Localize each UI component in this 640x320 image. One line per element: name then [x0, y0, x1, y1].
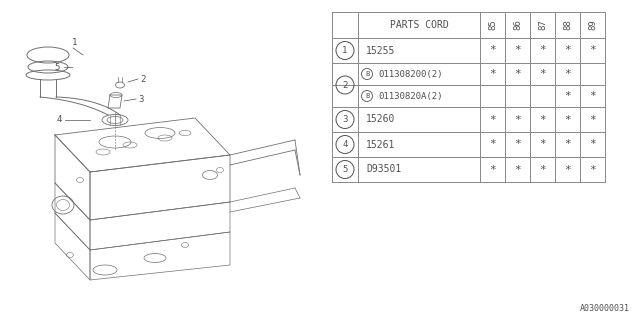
- Text: 5: 5: [54, 62, 60, 71]
- Text: 89: 89: [588, 20, 597, 30]
- Text: 4: 4: [56, 116, 62, 124]
- Text: *: *: [564, 69, 571, 79]
- Text: *: *: [564, 91, 571, 101]
- Text: *: *: [514, 45, 521, 55]
- Text: *: *: [589, 115, 596, 124]
- Text: D93501: D93501: [366, 164, 401, 174]
- Text: 15255: 15255: [366, 45, 396, 55]
- Text: B: B: [365, 71, 369, 77]
- Text: *: *: [489, 69, 496, 79]
- Text: *: *: [564, 45, 571, 55]
- Text: 5: 5: [342, 165, 348, 174]
- Text: *: *: [564, 115, 571, 124]
- Text: 1: 1: [72, 38, 77, 47]
- Text: *: *: [589, 45, 596, 55]
- Text: *: *: [564, 140, 571, 149]
- Text: 87: 87: [538, 20, 547, 30]
- Text: 4: 4: [342, 140, 348, 149]
- Text: *: *: [539, 140, 546, 149]
- Text: *: *: [514, 115, 521, 124]
- Text: A030000031: A030000031: [580, 304, 630, 313]
- Text: *: *: [514, 140, 521, 149]
- Text: 3: 3: [138, 94, 143, 103]
- Text: *: *: [589, 91, 596, 101]
- Text: 011308200(2): 011308200(2): [378, 69, 442, 78]
- Text: 15261: 15261: [366, 140, 396, 149]
- Text: *: *: [539, 69, 546, 79]
- Text: 3: 3: [342, 115, 348, 124]
- Text: 15260: 15260: [366, 115, 396, 124]
- Text: *: *: [564, 164, 571, 174]
- Text: *: *: [539, 115, 546, 124]
- Text: *: *: [489, 115, 496, 124]
- Text: *: *: [589, 164, 596, 174]
- Text: 2: 2: [140, 75, 145, 84]
- Text: 01130820A(2): 01130820A(2): [378, 92, 442, 100]
- Text: 88: 88: [563, 20, 572, 30]
- Text: 86: 86: [513, 20, 522, 30]
- Text: *: *: [489, 140, 496, 149]
- Text: 2: 2: [342, 81, 348, 90]
- Text: B: B: [365, 93, 369, 99]
- Text: *: *: [514, 69, 521, 79]
- Text: *: *: [589, 140, 596, 149]
- Text: PARTS CORD: PARTS CORD: [390, 20, 449, 30]
- Text: *: *: [539, 45, 546, 55]
- Text: *: *: [489, 45, 496, 55]
- Text: *: *: [489, 164, 496, 174]
- Text: 1: 1: [342, 46, 348, 55]
- Text: 85: 85: [488, 20, 497, 30]
- Text: *: *: [539, 164, 546, 174]
- Text: *: *: [514, 164, 521, 174]
